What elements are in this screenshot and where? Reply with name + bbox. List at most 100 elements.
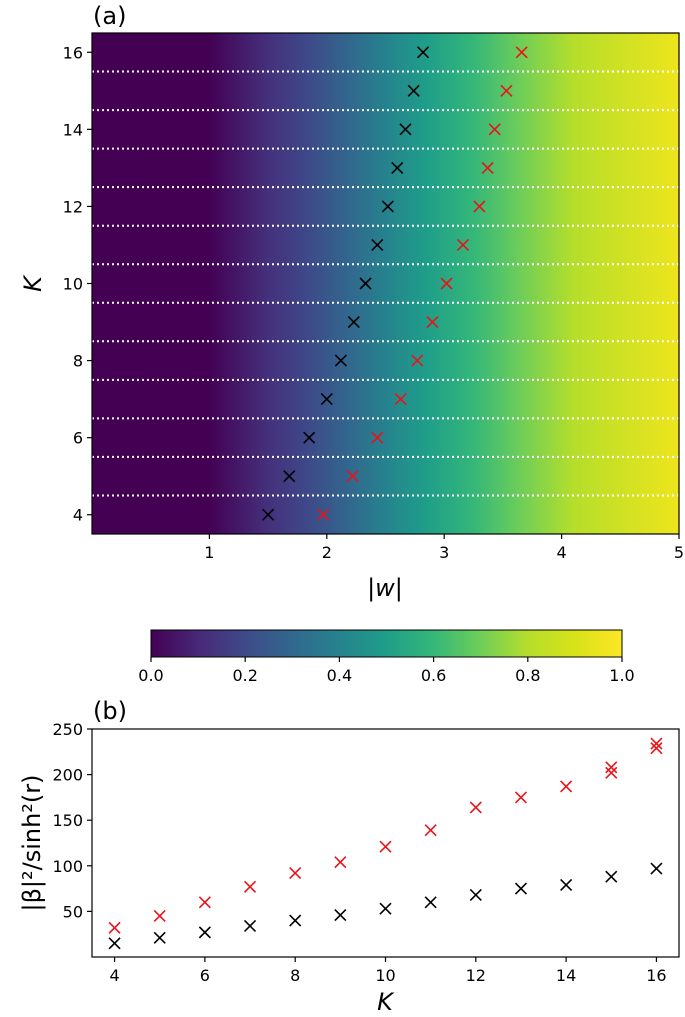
heatmap-marker — [262, 508, 275, 521]
heatmap-marker — [481, 161, 494, 174]
scatter-marker-stroke — [424, 824, 437, 837]
scatter-marker-stroke — [605, 766, 618, 779]
heatmap-marker-stroke — [473, 200, 486, 213]
panel-b-y-label: |β|²/sinh²(r) — [18, 774, 46, 911]
heatmap-marker — [347, 315, 360, 329]
scatter-marker-stroke — [153, 931, 166, 944]
heatmap-marker — [407, 84, 420, 97]
scatter-marker-stroke — [560, 780, 573, 793]
scatter-marker — [243, 919, 257, 933]
heatmap-marker — [283, 470, 296, 483]
x-tick-label: 5 — [674, 543, 684, 562]
scatter-marker-stroke — [243, 919, 257, 933]
colorbar-tick-label: 0.8 — [515, 666, 540, 685]
panel-a-x-label: |w| — [367, 574, 403, 602]
heatmap-marker — [417, 46, 430, 59]
colorbar-tick-label: 0.0 — [138, 666, 163, 685]
heatmap-marker — [391, 161, 404, 174]
scatter-marker-stroke — [514, 791, 528, 804]
heatmap-marker-stroke — [371, 238, 384, 252]
plot-b-frame — [91, 728, 680, 958]
scatter-marker — [650, 862, 663, 875]
heatmap-marker-stroke — [440, 277, 453, 290]
scatter-marker — [334, 908, 347, 922]
panel-a-y-label: K — [19, 274, 47, 292]
colorbar-gradient — [150, 629, 623, 658]
heatmap-marker-stroke — [283, 470, 296, 483]
panel-b-label: (b) — [93, 697, 127, 725]
scatter-marker-stroke — [650, 742, 663, 755]
scatter-marker-stroke — [289, 867, 302, 880]
heatmap-marker-stroke — [515, 46, 528, 59]
heatmap-marker-stroke — [359, 277, 372, 290]
heatmap-markers — [262, 46, 528, 521]
heatmap-marker-stroke — [426, 315, 439, 329]
scatter-marker-stroke — [198, 896, 211, 909]
y-tick-label: 14 — [63, 120, 83, 139]
y-tick-label: 10 — [63, 275, 83, 294]
heatmap-marker-stroke — [303, 431, 316, 444]
heatmap-marker-stroke — [394, 393, 407, 406]
scatter-marker — [469, 888, 482, 902]
scatter-marker-stroke — [153, 909, 166, 923]
heatmap-marker — [411, 354, 424, 367]
scatter-marker — [289, 867, 302, 880]
heatmap-marker-stroke — [417, 46, 430, 59]
panel-a-label: (a) — [93, 2, 126, 30]
scatter-marker — [469, 801, 482, 814]
scatter-marker — [108, 937, 121, 950]
scatter-marker — [514, 882, 528, 895]
heatmap-marker-stroke — [317, 508, 330, 521]
scatter-marker-stroke — [379, 902, 392, 915]
x-tick-label: 4 — [557, 543, 567, 562]
scatter-marker — [650, 742, 663, 755]
y-tick-label: 4 — [73, 506, 83, 525]
heatmap-marker-stroke — [334, 354, 347, 367]
scatter-marker — [108, 921, 121, 934]
heatmap-marker-stroke — [500, 84, 513, 97]
x-tick-label: 1 — [204, 543, 214, 562]
panel-a-x-ticks: 1 2 3 4 5 — [204, 534, 684, 562]
colorbar: 0.0 0.2 0.4 0.6 0.8 1.0 — [138, 629, 635, 685]
x-tick-label: 3 — [439, 543, 449, 562]
heatmap-marker — [456, 238, 470, 252]
x-tick-label: 14 — [556, 966, 576, 985]
panel-b: (b) 4 6 8 10 12 14 16 50 100 150 200 250 K |β|²/si… — [18, 697, 680, 1016]
colorbar-tick-label: 1.0 — [609, 666, 634, 685]
heatmap-marker-stroke — [346, 470, 359, 483]
heatmap-marker-stroke — [411, 354, 424, 367]
scatter-marker-stroke — [469, 801, 482, 814]
x-tick-label: 10 — [375, 966, 395, 985]
colorbar-tick-label: 0.2 — [232, 666, 257, 685]
heatmap-marker — [381, 200, 394, 213]
heatmap-marker — [317, 508, 330, 521]
y-tick-label: 6 — [73, 429, 83, 448]
colorbar-ticks: 0.0 0.2 0.4 0.6 0.8 1.0 — [138, 657, 635, 685]
scatter-marker-stroke — [424, 896, 437, 909]
heatmap-marker — [303, 431, 316, 444]
x-tick-label: 12 — [466, 966, 486, 985]
scatter-marker-stroke — [108, 921, 121, 934]
scatter-marker — [198, 926, 211, 939]
scatter-marker-stroke — [289, 914, 302, 927]
scatter-marker — [153, 931, 166, 944]
x-tick-label: 4 — [109, 966, 119, 985]
heatmap-marker — [371, 238, 384, 252]
scatter-markers — [108, 737, 663, 950]
heatmap-marker — [515, 46, 528, 59]
colorbar-tick-label: 0.4 — [327, 666, 352, 685]
heatmap-marker — [346, 470, 359, 483]
x-tick-label: 2 — [322, 543, 332, 562]
heatmap-marker-stroke — [381, 200, 394, 213]
scatter-marker-stroke — [514, 882, 528, 895]
scatter-marker-stroke — [560, 878, 573, 892]
scatter-marker — [560, 878, 573, 892]
panel-b-x-label: K — [377, 988, 395, 1016]
heatmap-marker — [371, 431, 384, 444]
scatter-marker — [289, 914, 302, 927]
heatmap-marker-stroke — [407, 84, 420, 97]
scatter-marker-stroke — [334, 856, 347, 869]
y-tick-label: 200 — [52, 766, 83, 785]
heatmap-marker — [488, 123, 501, 136]
